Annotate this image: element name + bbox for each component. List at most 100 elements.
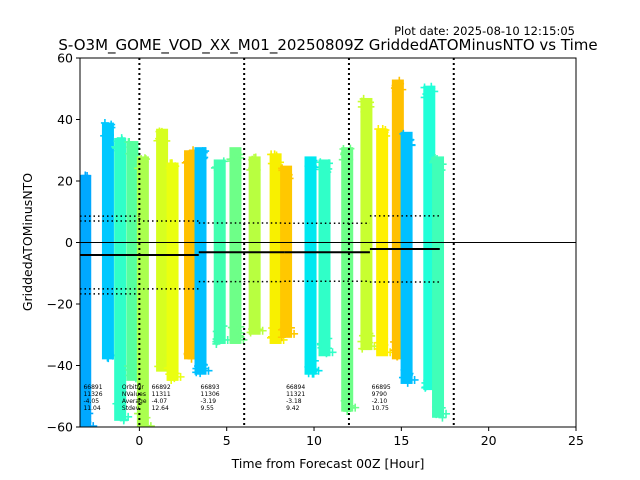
scatter-point xyxy=(169,168,178,177)
scatter-band xyxy=(194,147,207,375)
scatter-point xyxy=(111,142,120,151)
scatter-point xyxy=(251,153,260,162)
scatter-point xyxy=(80,176,88,185)
scatter-point xyxy=(328,348,337,357)
scatter-point xyxy=(80,410,87,419)
scatter-point xyxy=(165,370,174,379)
scatter-point xyxy=(258,326,267,335)
y-tick-label: −40 xyxy=(47,358,73,373)
scatter-point xyxy=(154,362,163,371)
scatter-point xyxy=(379,342,388,351)
scatter-point xyxy=(380,334,389,343)
scatter-point xyxy=(246,165,255,174)
stats-orbit-1-line: 66892 xyxy=(152,384,171,391)
x-tick-label: 25 xyxy=(568,433,584,448)
scatter-point xyxy=(134,409,143,418)
stats-orbit-0-line: 11.04 xyxy=(83,405,100,412)
scatter-point xyxy=(125,371,134,380)
plot-date: Plot date: 2025-08-10 12:15:05 xyxy=(394,24,575,38)
scatter-point xyxy=(359,94,368,103)
scatter-point xyxy=(340,396,349,405)
scatter-point xyxy=(403,378,412,387)
scatter-point xyxy=(107,123,116,132)
scatter-point xyxy=(398,373,407,382)
stats-orbit-0: 66891 11326 -4.05 11.04 xyxy=(83,384,102,412)
scatter-point xyxy=(83,415,92,424)
stats-header-line: OrbitNr xyxy=(122,384,145,391)
scatter-band xyxy=(304,156,317,375)
scatter-point xyxy=(342,403,351,412)
scatter-point xyxy=(219,157,228,166)
scatter-point xyxy=(176,372,185,381)
scatter-point xyxy=(219,322,228,331)
scatter-point xyxy=(437,166,446,175)
scatter-series-14 xyxy=(304,156,323,378)
scatter-point xyxy=(212,335,221,344)
y-tick-label: 0 xyxy=(65,235,73,250)
scatter-band xyxy=(166,162,179,381)
scatter-series-10 xyxy=(226,147,248,344)
scatter-point xyxy=(157,131,166,140)
x-tick-label: 5 xyxy=(223,433,231,448)
stats-orbit-3-line: 11321 xyxy=(286,391,305,398)
scatter-point xyxy=(115,147,124,156)
scatter-point xyxy=(216,328,225,337)
scatter-point xyxy=(183,349,192,358)
scatter-point xyxy=(235,331,244,340)
scatter-point xyxy=(156,136,165,145)
scatter-point xyxy=(432,410,441,419)
scatter-series-9 xyxy=(210,157,232,348)
x-axis-label: Time from Forecast 00Z [Hour] xyxy=(231,456,425,471)
scatter-point xyxy=(400,365,409,374)
scatter-band xyxy=(229,147,242,344)
x-tick-label: 0 xyxy=(135,433,143,448)
scatter-point xyxy=(399,129,408,138)
stats-header: OrbitNr NValues Average Stdev xyxy=(122,384,147,412)
scatter-band xyxy=(126,141,139,381)
scatter-point xyxy=(277,333,286,342)
scatter-point xyxy=(181,158,190,167)
scatter-band xyxy=(114,137,127,421)
scatter-point xyxy=(367,331,376,340)
y-tick-label: −60 xyxy=(47,420,73,435)
scatter-point xyxy=(442,409,451,418)
stats-orbit-1: 66892 11311 -4.07 12.64 xyxy=(152,384,171,412)
x-tick-label: 15 xyxy=(393,433,409,448)
scatter-series-1 xyxy=(100,118,120,363)
scatter-point xyxy=(170,374,179,383)
scatter-point xyxy=(140,423,142,427)
stats-orbit-0-line: -4.05 xyxy=(83,398,99,405)
scatter-point xyxy=(104,354,113,363)
scatter-series-20 xyxy=(398,129,419,387)
scatter-point xyxy=(142,413,151,422)
scatter-point xyxy=(310,356,319,365)
stats-orbit-2-line: 11306 xyxy=(201,391,220,398)
scatter-point xyxy=(340,149,349,158)
scatter-point xyxy=(267,333,276,342)
scatter-point xyxy=(396,79,405,88)
scatter-point xyxy=(270,324,279,333)
scatter-point xyxy=(405,369,414,378)
scatter-band xyxy=(101,122,114,360)
stats-orbit-4-line: -2.10 xyxy=(372,398,388,405)
scatter-series-15 xyxy=(316,158,337,358)
scatter-point xyxy=(105,130,114,139)
scatter-point xyxy=(430,87,439,96)
stats-orbit-4-line: 10.75 xyxy=(372,405,389,412)
stats-orbit-3-line: 9.42 xyxy=(286,405,300,412)
scatter-point xyxy=(156,358,165,367)
scatter-band xyxy=(156,128,169,372)
scatter-point xyxy=(283,169,292,178)
scatter-point xyxy=(126,364,135,373)
scatter-point xyxy=(281,325,290,334)
scatter-point xyxy=(231,148,240,157)
scatter-band xyxy=(318,159,331,357)
stats-orbit-2-line: 66893 xyxy=(201,384,220,391)
scatter-point xyxy=(391,81,400,90)
stats-orbit-0-line: 11326 xyxy=(83,391,102,398)
scatter-point xyxy=(284,168,293,177)
scatter-point xyxy=(125,149,134,158)
scatter-point xyxy=(438,413,447,422)
scatter-point xyxy=(351,403,360,412)
scatter-point xyxy=(270,159,279,168)
